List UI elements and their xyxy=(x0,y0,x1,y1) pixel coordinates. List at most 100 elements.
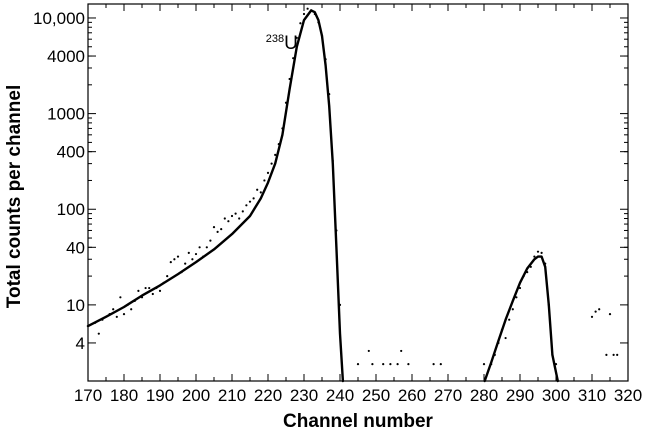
data-point xyxy=(328,92,331,96)
fit-curve xyxy=(86,9,345,383)
data-point xyxy=(248,200,252,203)
data-point xyxy=(306,7,309,10)
data-point xyxy=(101,318,104,321)
data-point xyxy=(148,286,151,290)
x-tick-label: 240 xyxy=(326,386,354,405)
data-point xyxy=(356,363,360,366)
y-axis-title: Total counts per channel xyxy=(4,85,25,308)
x-tick-label: 190 xyxy=(146,386,174,405)
data-point xyxy=(400,349,403,353)
x-tick-label: 250 xyxy=(362,386,390,405)
data-point xyxy=(292,57,295,60)
data-point xyxy=(108,313,111,316)
data-point xyxy=(324,58,327,61)
data-point xyxy=(490,363,493,366)
y-tick-label: 4 xyxy=(76,334,85,353)
data-point xyxy=(608,313,612,316)
data-point xyxy=(432,363,435,366)
data-point xyxy=(526,271,529,274)
data-point xyxy=(187,251,190,254)
data-point xyxy=(256,188,259,191)
data-point xyxy=(371,363,374,366)
data-point xyxy=(367,349,370,353)
data-point xyxy=(616,353,619,356)
data-point xyxy=(284,101,288,104)
data-point xyxy=(497,341,500,345)
data-point xyxy=(230,214,234,218)
data-point xyxy=(151,292,154,296)
data-point xyxy=(115,315,118,318)
x-tick-label: 300 xyxy=(542,386,570,405)
data-point xyxy=(198,246,201,249)
data-point xyxy=(544,262,547,265)
data-point xyxy=(277,142,280,146)
data-point xyxy=(504,336,507,340)
x-tick-label: 260 xyxy=(398,386,426,405)
data-point xyxy=(482,363,486,366)
x-tick-label: 220 xyxy=(254,386,282,405)
data-point xyxy=(302,12,306,16)
data-point xyxy=(266,171,270,174)
x-tick-label: 200 xyxy=(182,386,210,405)
fit-curve xyxy=(483,255,559,383)
x-tick-label: 170 xyxy=(74,386,102,405)
data-point xyxy=(522,274,525,278)
data-point xyxy=(396,363,399,366)
data-point xyxy=(180,271,183,274)
data-point xyxy=(540,251,543,254)
data-point xyxy=(331,159,334,163)
data-point xyxy=(166,274,169,278)
data-point xyxy=(518,286,522,290)
data-point xyxy=(533,255,536,258)
data-point xyxy=(144,286,147,290)
x-tick-label: 290 xyxy=(506,386,534,405)
plot-frame xyxy=(87,3,629,382)
data-point xyxy=(551,353,554,356)
data-point xyxy=(158,289,162,293)
y-tick-label: 10,000 xyxy=(33,9,85,28)
data-point xyxy=(515,296,518,299)
data-point xyxy=(299,22,302,25)
data-point xyxy=(126,303,129,306)
data-point xyxy=(313,12,316,16)
data-point xyxy=(259,191,262,194)
data-point xyxy=(133,299,136,303)
data-point xyxy=(493,353,496,356)
y-tick-label: 400 xyxy=(57,143,85,162)
data-point xyxy=(122,313,126,316)
data-point xyxy=(220,228,223,231)
data-point xyxy=(162,281,165,284)
data-point xyxy=(205,246,208,249)
data-point xyxy=(547,303,550,306)
data-point xyxy=(407,363,410,366)
data-point xyxy=(320,34,324,37)
data-point xyxy=(223,217,226,220)
data-point xyxy=(112,308,115,311)
data-point xyxy=(227,220,230,223)
data-point xyxy=(184,262,187,265)
data-point xyxy=(274,153,277,157)
data-point xyxy=(140,296,144,299)
data-point xyxy=(155,286,158,290)
x-tick-label: 320 xyxy=(614,386,642,405)
data-point xyxy=(97,332,100,335)
data-point xyxy=(176,255,180,258)
y-tick-label: 4000 xyxy=(47,47,85,66)
data-point xyxy=(310,9,313,12)
data-points xyxy=(94,7,619,366)
data-point xyxy=(119,296,122,299)
data-point xyxy=(263,179,266,182)
data-point xyxy=(238,217,241,220)
data-point xyxy=(173,258,176,261)
data-point xyxy=(338,303,342,306)
data-point xyxy=(439,363,442,366)
x-axis-title: Channel number xyxy=(283,411,434,431)
data-point xyxy=(169,261,172,264)
data-point xyxy=(529,265,532,268)
y-tick-label: 100 xyxy=(57,200,85,219)
y-tick-label: 10 xyxy=(66,296,85,315)
data-point xyxy=(536,250,540,253)
data-point xyxy=(288,77,291,81)
data-point xyxy=(317,21,320,24)
